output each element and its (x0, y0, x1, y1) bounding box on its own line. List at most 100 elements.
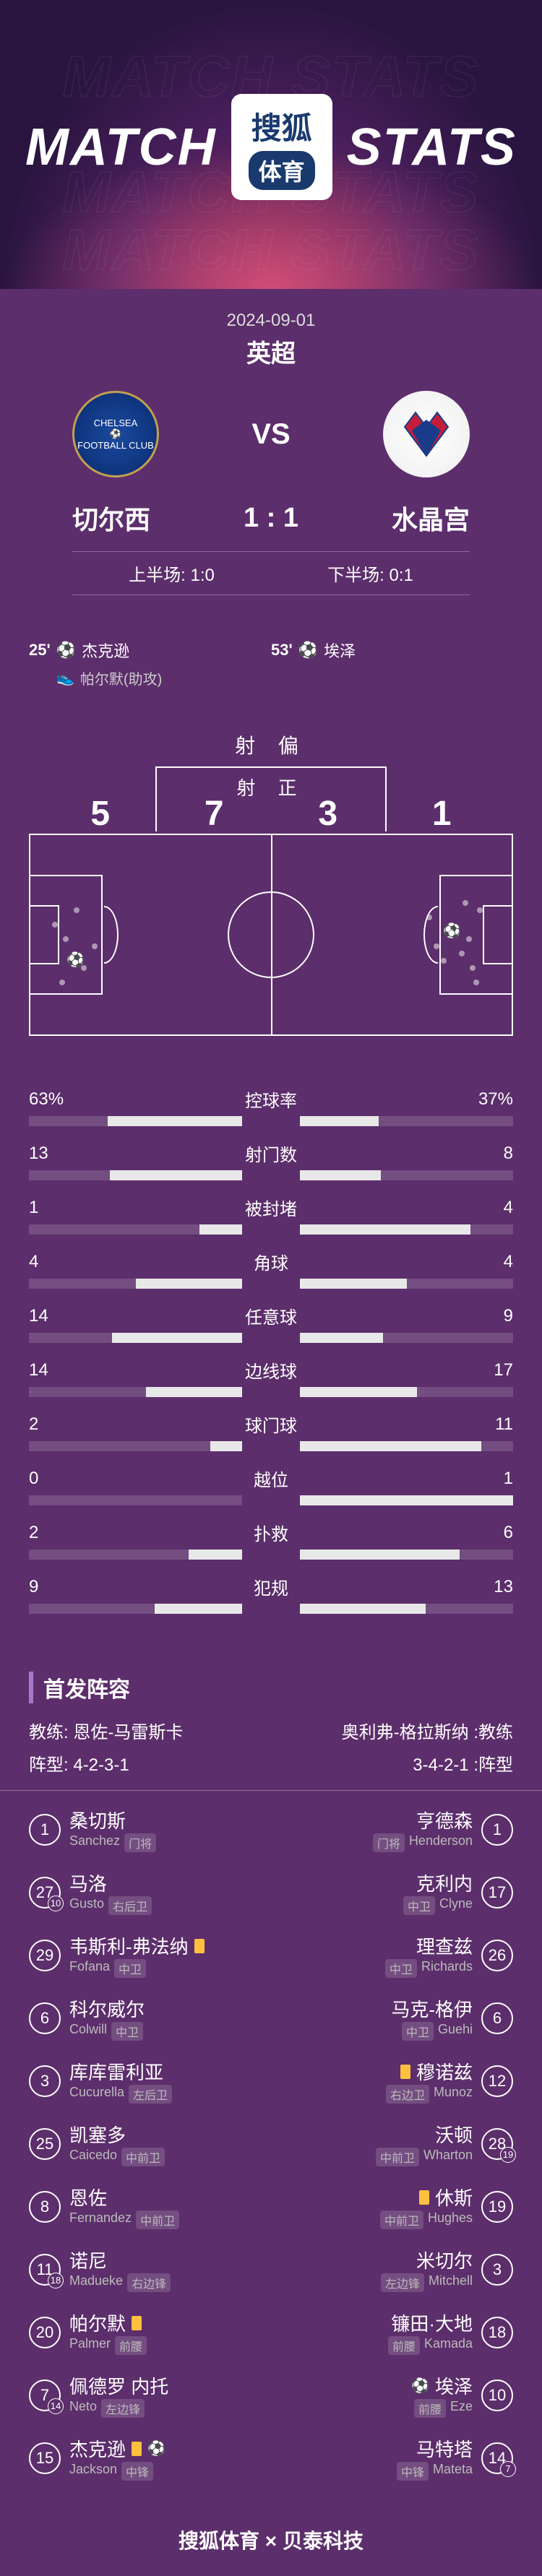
player: 3 米切尔 Mitchell左边锋 (381, 2247, 513, 2292)
lineup-row: 714 佩德罗 内托 Neto左边锋 10 埃泽⚽ Eze前腰 (29, 2364, 513, 2426)
player: 1 桑切斯 Sanchez门将 (29, 1807, 156, 1852)
lineup-row: 20 帕尔默 Palmer前腰 18 镰田·大地 Kamada前腰 (29, 2301, 513, 2364)
player-number: 12 (481, 2065, 513, 2097)
stat-home-val: 2 (29, 1523, 254, 1543)
home-coach: 教练: 恩佐-马雷斯卡 (29, 1718, 183, 1743)
stat-away-val: 13 (288, 1577, 513, 1597)
sohu-logo: 搜狐 体育 (231, 94, 332, 200)
player-en: Richards (421, 1959, 473, 1978)
player: 2710 马洛 Gusto右后卫 (29, 1870, 152, 1915)
stat-home-val: 1 (29, 1198, 245, 1218)
scorer-row: 25'⚽杰克逊 (29, 639, 271, 662)
home-off-target: 5 (90, 794, 110, 834)
away-formation: 3-4-2-1 :阵型 (413, 1750, 513, 1776)
player-number: 6 (481, 2002, 513, 2034)
player-pos: 门将 (124, 1833, 156, 1852)
stat-row: 14 任意球 9 (29, 1303, 513, 1343)
stat-away-val: 4 (288, 1252, 513, 1272)
assist-row: 👟帕尔默(助攻) (29, 667, 271, 688)
player-name: 诺尼 (69, 2247, 107, 2273)
player-name: 马洛 (69, 1870, 107, 1896)
player-pos: 中卫 (111, 2022, 143, 2041)
player: 25 凯塞多 Caicedo中前卫 (29, 2121, 165, 2166)
player: 147 马特塔 Mateta中锋 (397, 2435, 513, 2481)
player-en: Palmer (69, 2336, 111, 2355)
player-pos: 前腰 (115, 2336, 147, 2355)
player: 17 克利内 Clyne中卫 (403, 1870, 513, 1915)
player: 2819 沃顿 Wharton中前卫 (376, 2121, 513, 2166)
player: 15 杰克逊⚽ Jackson中锋 (29, 2435, 165, 2481)
player-pos: 门将 (373, 1833, 405, 1852)
player-name: 埃泽 (435, 2372, 473, 2399)
player-en: Kamada (424, 2336, 473, 2355)
player-name: 桑切斯 (69, 1807, 126, 1833)
scorer-row: 53'⚽埃泽 (271, 639, 513, 662)
stat-name: 扑救 (254, 1520, 288, 1545)
player-en: Neto (69, 2399, 97, 2418)
player-pos: 左边锋 (101, 2399, 145, 2418)
player-name: 马克-格伊 (391, 1995, 473, 2022)
player-pos: 右后卫 (108, 1896, 152, 1915)
lineup-row: 6 科尔威尔 Colwill中卫 6 马克-格伊 Guehi中卫 (29, 1987, 513, 2049)
player-pos: 前腰 (388, 2336, 420, 2355)
player: 19 休斯 Hughes中前卫 (380, 2184, 513, 2229)
player-name: 克利内 (416, 1870, 473, 1896)
away-off-target: 1 (432, 794, 452, 834)
player-number: 6 (29, 2002, 61, 2034)
stat-name: 球门球 (245, 1412, 297, 1437)
player-number: 3 (481, 2254, 513, 2286)
score: 1 : 1 (244, 503, 298, 534)
stat-home-val: 63% (29, 1089, 245, 1110)
stat-name: 角球 (254, 1249, 288, 1274)
stat-away-val: 8 (297, 1144, 513, 1164)
stat-name: 犯规 (254, 1574, 288, 1599)
lineup-row: 1 桑切斯 Sanchez门将 1 亨德森 Henderson门将 (29, 1798, 513, 1861)
player-number: 18 (481, 2317, 513, 2348)
goal-icon: ⚽ (147, 2439, 165, 2458)
home-formation: 阵型: 4-2-3-1 (29, 1750, 129, 1776)
player-pos: 中锋 (121, 2462, 153, 2481)
player-pos: 中前卫 (121, 2148, 165, 2166)
player-number: 25 (29, 2128, 61, 2160)
player-en: Gusto (69, 1896, 104, 1915)
player-name: 韦斯利-弗法纳 (69, 1932, 189, 1959)
shots-on-label: 射 正 (157, 774, 385, 800)
first-half: 上半场: 1:0 (129, 561, 215, 586)
lineup-row: 1118 诺尼 Madueke右边锋 3 米切尔 Mitchell左边锋 (29, 2238, 513, 2301)
stat-home-val: 14 (29, 1360, 245, 1380)
player-en: Henderson (409, 1833, 473, 1852)
player-pos: 左后卫 (129, 2085, 172, 2104)
player: 1 亨德森 Henderson门将 (373, 1807, 513, 1852)
player-en: Hughes (428, 2210, 473, 2229)
stat-name: 被封堵 (245, 1195, 297, 1220)
away-name: 水晶宫 (298, 499, 470, 537)
player-pos: 中前卫 (380, 2210, 423, 2229)
lineup-row: 3 库库雷利亚 Cucurella左后卫 12 穆诺兹 Munoz右边卫 (29, 2049, 513, 2112)
stat-away-val: 11 (297, 1414, 513, 1435)
player-number: 1118 (29, 2254, 61, 2286)
lineup-title: 首发阵容 (29, 1672, 513, 1703)
player-number: 2819 (481, 2128, 513, 2160)
title-left: MATCH (25, 118, 217, 177)
player-number: 3 (29, 2065, 61, 2097)
player-pos: 中卫 (402, 2022, 434, 2041)
player-pos: 右边卫 (386, 2085, 429, 2104)
player-en: Caicedo (69, 2148, 117, 2166)
player-number: 1 (481, 1814, 513, 1846)
player-en: Wharton (423, 2148, 473, 2166)
player-name: 理查兹 (416, 1932, 473, 1959)
shots-off-label: 射 偏 (29, 730, 513, 759)
player-number: 26 (481, 1940, 513, 1971)
player: 20 帕尔默 Palmer前腰 (29, 2309, 147, 2355)
lineup-row: 29 韦斯利-弗法纳 Fofana中卫 26 理查兹 Richards中卫 (29, 1924, 513, 1987)
stat-away-val: 37% (297, 1089, 513, 1110)
second-half: 下半场: 0:1 (327, 561, 413, 586)
stat-home-val: 14 (29, 1306, 245, 1326)
yellow-card-icon (132, 2442, 142, 2456)
player-number: 2710 (29, 1877, 61, 1909)
stat-row: 2 球门球 11 (29, 1412, 513, 1451)
player-name: 恩佐 (69, 2184, 107, 2210)
player-name: 佩德罗 内托 (69, 2372, 168, 2399)
player-number: 1 (29, 1814, 61, 1846)
stat-away-val: 6 (288, 1523, 513, 1543)
